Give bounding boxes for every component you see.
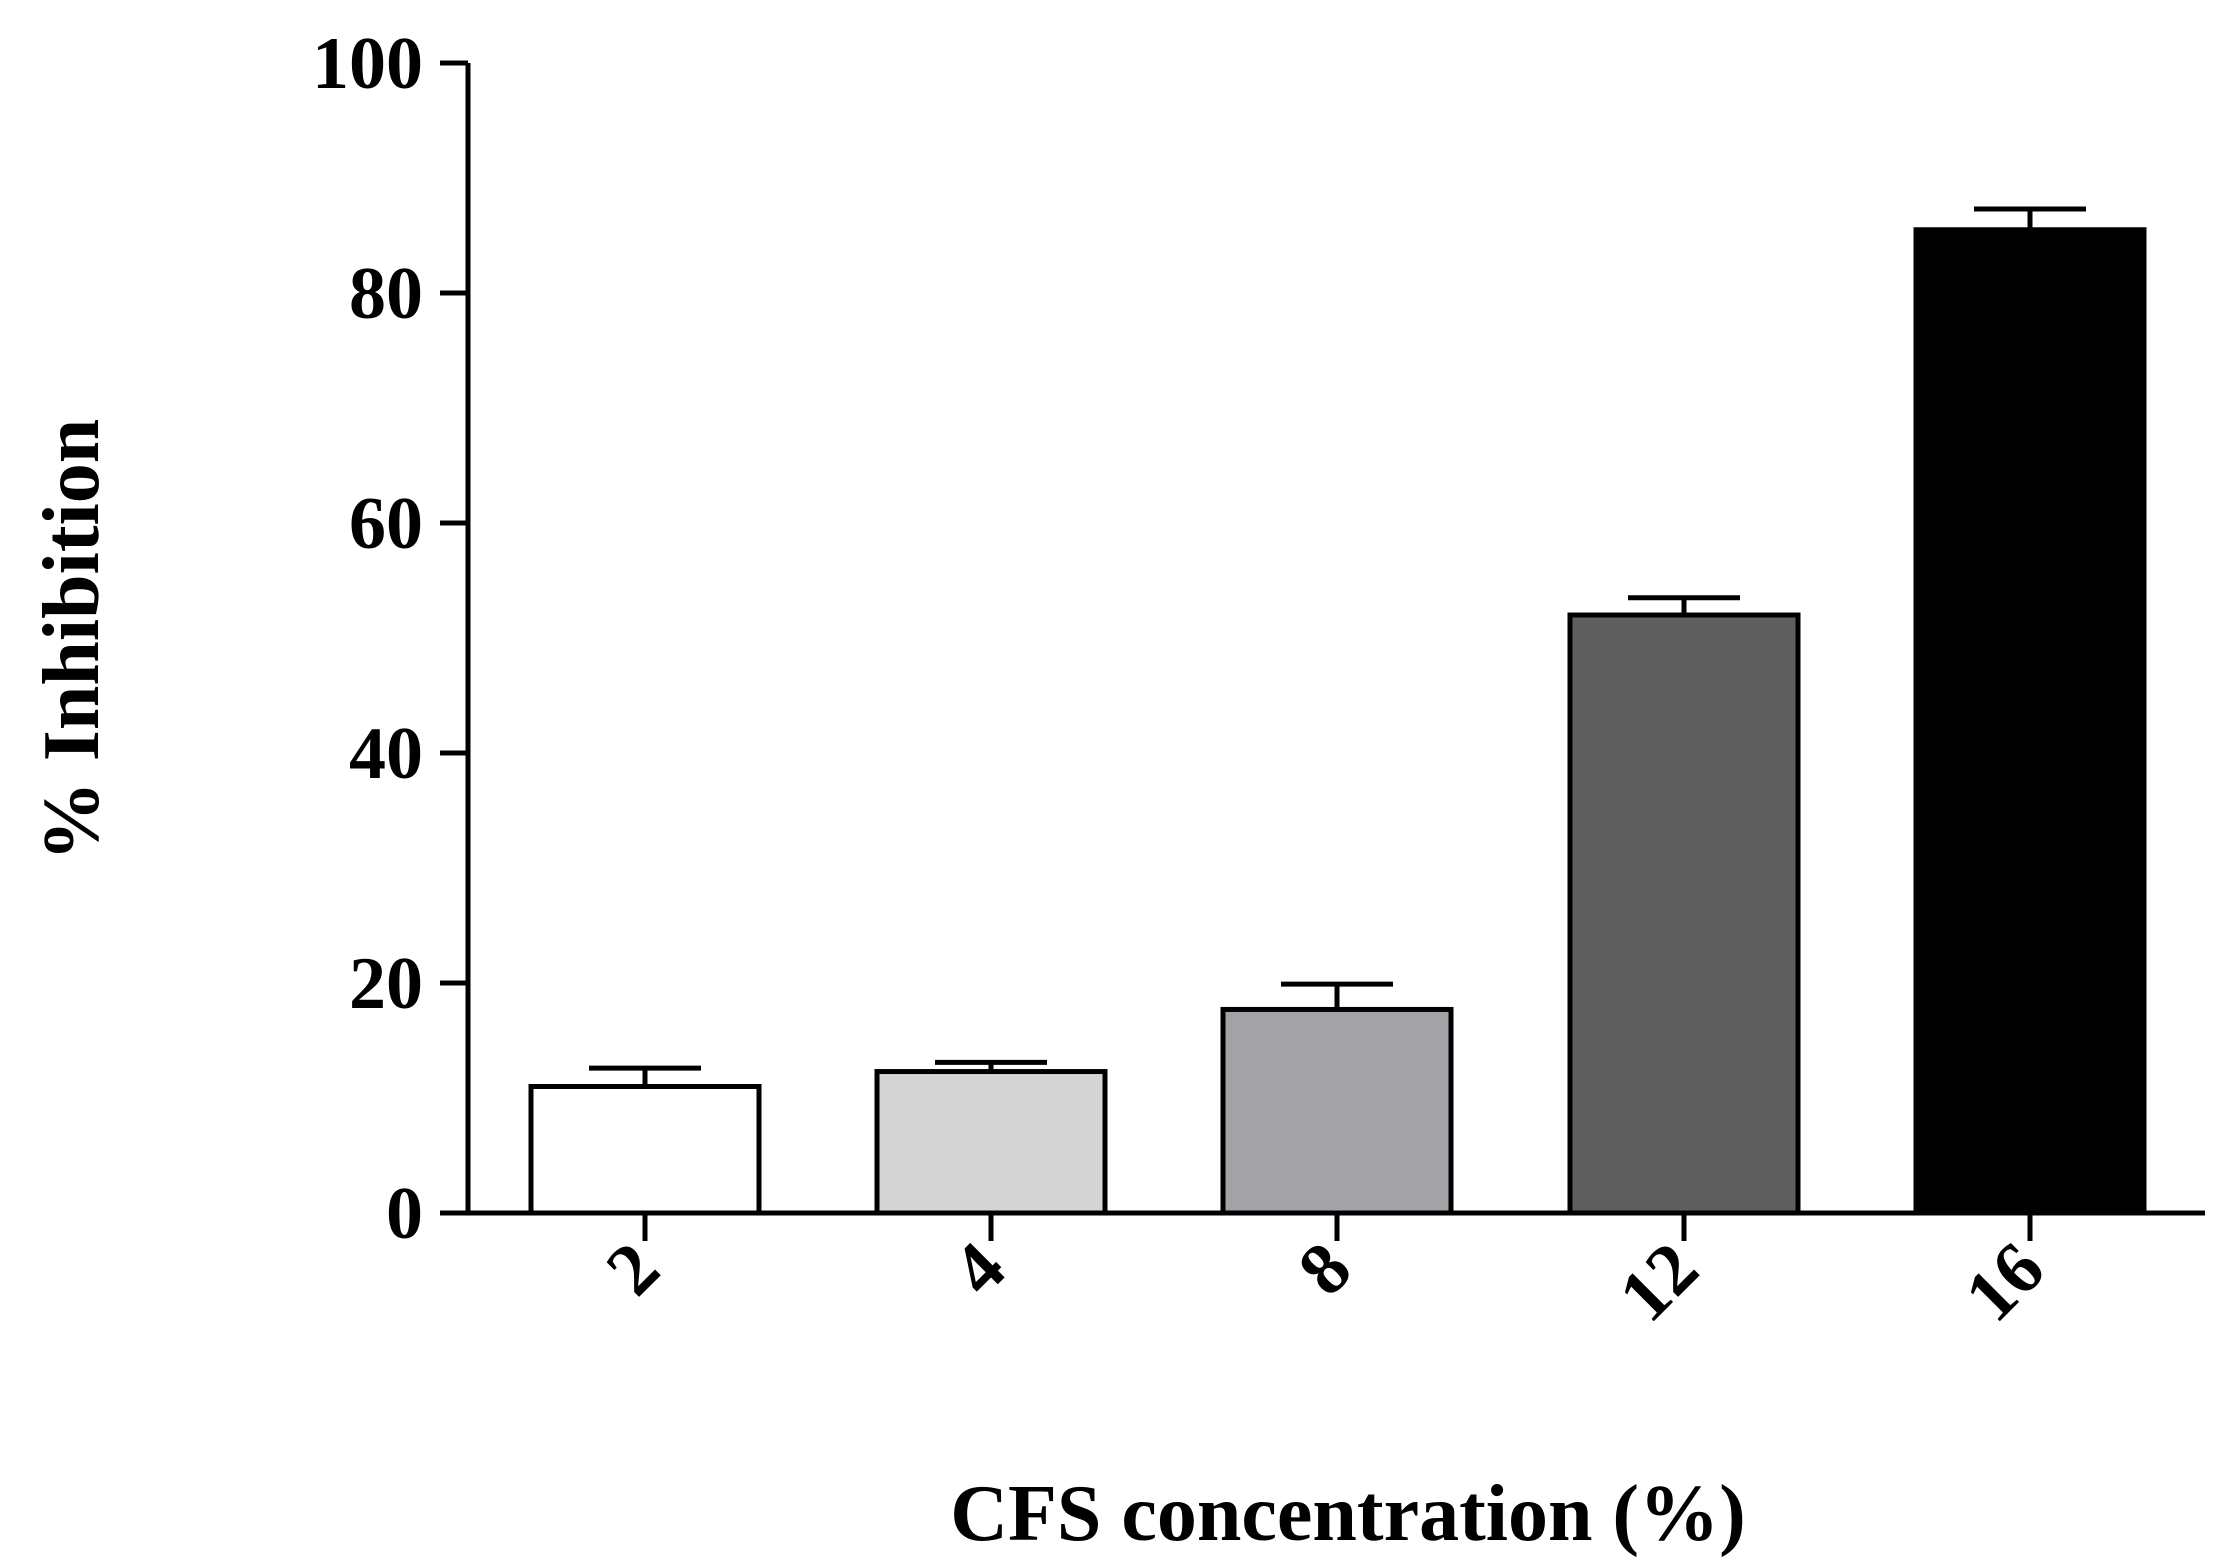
bars xyxy=(528,227,2147,1216)
error-bars xyxy=(589,206,2086,1087)
y-axis: 0 20 40 60 80 100 xyxy=(312,23,471,1255)
y-tick-label: 80 xyxy=(349,253,423,335)
bar-4 xyxy=(874,1069,1108,1216)
bar-16 xyxy=(1913,227,2147,1216)
x-tick-label: 8 xyxy=(1283,1227,1367,1311)
bar-12 xyxy=(1567,612,1801,1216)
y-tick-label: 40 xyxy=(349,713,423,795)
x-axis-title: CFS concentration (%) xyxy=(950,1470,1745,1558)
y-tick-label: 100 xyxy=(312,23,423,105)
y-axis-title: % Inhibition xyxy=(28,419,116,861)
x-tick-label: 4 xyxy=(937,1227,1021,1311)
x-tick-label: 2 xyxy=(591,1227,675,1311)
y-tick-label: 0 xyxy=(386,1173,423,1255)
bar-2 xyxy=(528,1084,762,1216)
y-tick-label: 20 xyxy=(349,943,423,1025)
x-tick-label: 12 xyxy=(1604,1227,1714,1337)
x-axis: 2 4 8 12 16 xyxy=(440,1210,2205,1337)
x-tick-label: 16 xyxy=(1950,1227,2060,1337)
bar-8 xyxy=(1220,1006,1454,1216)
y-tick-label: 60 xyxy=(349,483,423,565)
